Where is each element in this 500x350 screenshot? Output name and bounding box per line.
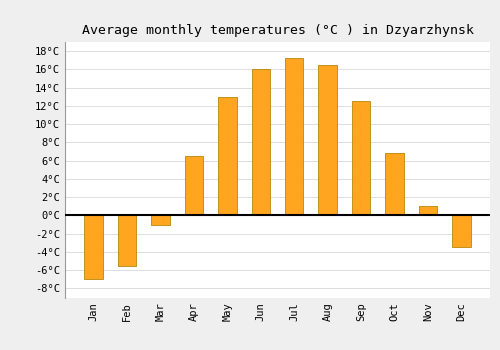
Bar: [151, 215, 170, 224]
Bar: [318, 65, 337, 215]
Bar: [386, 153, 404, 215]
Bar: [452, 215, 470, 247]
Title: Average monthly temperatures (°C ) in Dzyarzhynsk: Average monthly temperatures (°C ) in Dz…: [82, 24, 473, 37]
Bar: [352, 101, 370, 215]
Bar: [285, 58, 304, 215]
Bar: [252, 69, 270, 215]
Bar: [419, 206, 437, 215]
Bar: [84, 215, 102, 279]
Bar: [118, 215, 136, 266]
Bar: [184, 156, 203, 215]
Bar: [218, 97, 236, 215]
